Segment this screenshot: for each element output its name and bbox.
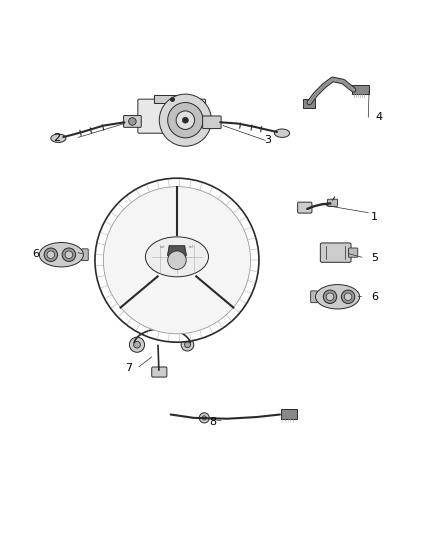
- Text: tel: tel: [189, 245, 194, 249]
- Text: 4: 4: [375, 112, 382, 122]
- FancyBboxPatch shape: [328, 199, 338, 206]
- FancyBboxPatch shape: [303, 99, 315, 108]
- FancyBboxPatch shape: [152, 367, 167, 377]
- FancyBboxPatch shape: [352, 85, 369, 94]
- Circle shape: [184, 342, 191, 348]
- Ellipse shape: [39, 243, 83, 267]
- Circle shape: [159, 94, 212, 146]
- Circle shape: [47, 251, 55, 259]
- Text: vol: vol: [159, 245, 165, 249]
- FancyBboxPatch shape: [138, 99, 205, 133]
- FancyBboxPatch shape: [298, 202, 312, 213]
- Circle shape: [134, 341, 140, 348]
- Circle shape: [199, 413, 209, 423]
- Ellipse shape: [275, 129, 290, 138]
- FancyBboxPatch shape: [124, 116, 141, 127]
- Circle shape: [130, 337, 145, 352]
- Circle shape: [168, 102, 203, 138]
- Ellipse shape: [315, 285, 360, 309]
- Text: 3: 3: [264, 135, 271, 146]
- Circle shape: [129, 118, 136, 125]
- FancyBboxPatch shape: [154, 95, 190, 103]
- Text: 5: 5: [371, 253, 378, 263]
- Text: 6: 6: [32, 249, 39, 259]
- Circle shape: [181, 338, 194, 351]
- Text: 6: 6: [371, 292, 378, 302]
- Circle shape: [341, 290, 355, 303]
- Circle shape: [62, 248, 76, 262]
- Text: 2: 2: [53, 133, 61, 143]
- Circle shape: [344, 293, 352, 301]
- Circle shape: [95, 178, 259, 342]
- Polygon shape: [168, 246, 186, 265]
- FancyBboxPatch shape: [320, 243, 351, 262]
- Circle shape: [65, 251, 73, 259]
- Circle shape: [202, 416, 206, 420]
- Circle shape: [103, 187, 251, 334]
- Ellipse shape: [145, 237, 208, 277]
- FancyBboxPatch shape: [281, 409, 297, 419]
- Circle shape: [182, 117, 188, 123]
- Text: 8: 8: [209, 417, 216, 427]
- Circle shape: [176, 111, 194, 130]
- FancyBboxPatch shape: [81, 249, 88, 261]
- Ellipse shape: [51, 134, 66, 142]
- Circle shape: [44, 248, 57, 262]
- Text: 1: 1: [371, 212, 378, 222]
- FancyBboxPatch shape: [349, 248, 358, 257]
- FancyBboxPatch shape: [311, 291, 318, 303]
- Circle shape: [323, 290, 337, 303]
- Circle shape: [168, 251, 186, 270]
- Text: 7: 7: [125, 364, 132, 373]
- FancyBboxPatch shape: [203, 116, 221, 128]
- Circle shape: [326, 293, 334, 301]
